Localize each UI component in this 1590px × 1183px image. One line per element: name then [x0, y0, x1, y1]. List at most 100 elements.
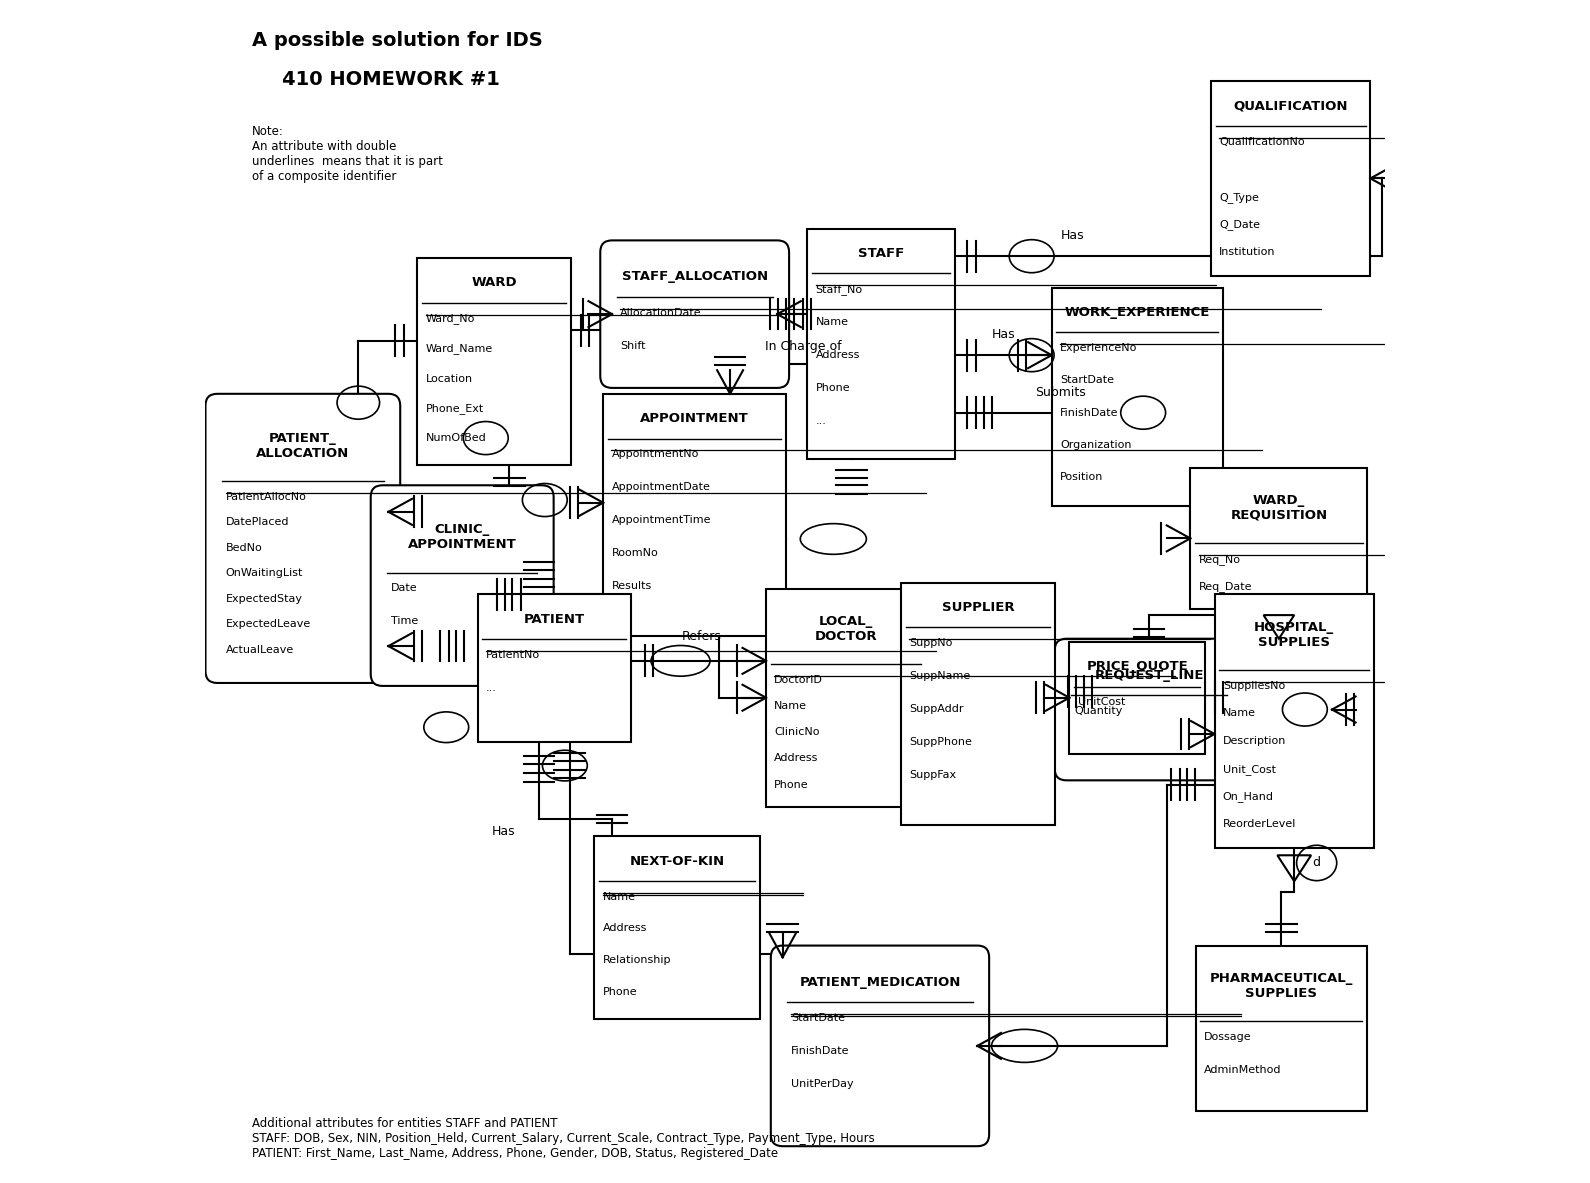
Bar — [1191, 467, 1367, 609]
Bar — [477, 594, 631, 742]
FancyBboxPatch shape — [205, 394, 401, 683]
Text: Organization: Organization — [1061, 440, 1132, 450]
Text: SuppliesNo: SuppliesNo — [1223, 680, 1285, 691]
Text: On_Hand: On_Hand — [1223, 791, 1274, 802]
Bar — [1070, 641, 1205, 754]
Text: Name: Name — [816, 317, 849, 327]
Text: PatientNo: PatientNo — [487, 649, 541, 660]
Text: PatientAllocNo: PatientAllocNo — [226, 492, 307, 502]
Text: ...: ... — [816, 416, 827, 426]
Text: AppointmentNo: AppointmentNo — [612, 450, 700, 459]
Text: PATIENT: PATIENT — [523, 613, 585, 626]
Text: CLINIC_
APPOINTMENT: CLINIC_ APPOINTMENT — [407, 523, 517, 551]
Text: QualificationNo: QualificationNo — [1220, 136, 1305, 147]
Text: Staff_No: Staff_No — [816, 284, 863, 295]
Text: ExpectedStay: ExpectedStay — [226, 594, 302, 603]
Text: ...: ... — [487, 683, 496, 693]
Text: Additional attributes for entities STAFF and PATIENT
STAFF: DOB, Sex, NIN, Posit: Additional attributes for entities STAFF… — [253, 1117, 874, 1159]
Text: AppointmentDate: AppointmentDate — [612, 483, 711, 492]
Text: UnitCost: UnitCost — [1078, 697, 1126, 707]
Text: Date: Date — [391, 583, 418, 593]
Text: APPOINTMENT: APPOINTMENT — [641, 412, 749, 425]
Text: WORK_EXPERIENCE: WORK_EXPERIENCE — [1065, 306, 1210, 319]
Text: SuppAddr: SuppAddr — [909, 704, 964, 715]
Text: Results: Results — [612, 582, 652, 592]
Text: RoomNo: RoomNo — [612, 549, 658, 558]
Text: SuppPhone: SuppPhone — [909, 737, 973, 748]
Text: NEXT-OF-KIN: NEXT-OF-KIN — [630, 854, 725, 867]
Text: Has: Has — [1061, 230, 1084, 243]
Text: Req_Date: Req_Date — [1199, 581, 1253, 592]
Text: DatePlaced: DatePlaced — [226, 517, 289, 528]
Text: DoctorID: DoctorID — [774, 674, 824, 685]
Text: BedNo: BedNo — [226, 543, 262, 552]
Text: d: d — [1313, 856, 1321, 870]
Text: Address: Address — [774, 754, 819, 763]
Text: Name: Name — [774, 700, 808, 711]
Text: PHARMACEUTICAL_
SUPPLIES: PHARMACEUTICAL_ SUPPLIES — [1210, 971, 1353, 1000]
Text: Req_No: Req_No — [1199, 554, 1240, 564]
Text: ExpectedLeave: ExpectedLeave — [226, 619, 310, 629]
Text: Address: Address — [603, 924, 647, 933]
Text: Quantity: Quantity — [1075, 706, 1123, 716]
Text: 410 HOMEWORK #1: 410 HOMEWORK #1 — [281, 70, 499, 89]
Text: UnitPerDay: UnitPerDay — [790, 1079, 854, 1088]
Text: ReorderLevel: ReorderLevel — [1223, 820, 1296, 829]
Text: STAFF: STAFF — [859, 247, 905, 260]
Text: Address: Address — [816, 350, 860, 360]
Text: WARD: WARD — [471, 277, 517, 290]
Bar — [595, 836, 760, 1020]
Text: REQUEST_LINE: REQUEST_LINE — [1094, 668, 1204, 681]
Text: Phone: Phone — [816, 383, 851, 393]
Text: FinishDate: FinishDate — [1061, 408, 1118, 418]
Text: ActualLeave: ActualLeave — [226, 645, 294, 654]
Bar — [808, 228, 956, 459]
Text: AppointmentTime: AppointmentTime — [612, 516, 711, 525]
Text: Description: Description — [1223, 736, 1286, 746]
Text: FinishDate: FinishDate — [790, 1046, 849, 1056]
Text: Ward_No: Ward_No — [426, 313, 475, 324]
Text: ExperienceNo: ExperienceNo — [1061, 343, 1137, 353]
Text: Relationship: Relationship — [603, 955, 671, 965]
Text: ClinicNo: ClinicNo — [774, 728, 820, 737]
FancyBboxPatch shape — [1054, 639, 1243, 781]
FancyBboxPatch shape — [370, 485, 553, 686]
Text: In Charge of: In Charge of — [765, 340, 843, 353]
Text: WARD_
REQUISITION: WARD_ REQUISITION — [1231, 493, 1328, 522]
Text: Position: Position — [1061, 472, 1103, 483]
Text: Dossage: Dossage — [1204, 1032, 1251, 1042]
Bar — [902, 583, 1054, 825]
Text: StartDate: StartDate — [790, 1013, 844, 1023]
Text: Phone_Ext: Phone_Ext — [426, 403, 483, 414]
Text: Phone: Phone — [774, 780, 809, 789]
Text: Has: Has — [992, 328, 1014, 341]
Bar — [603, 394, 785, 635]
Text: Refers: Refers — [682, 631, 722, 644]
Text: Name: Name — [1223, 709, 1256, 718]
Bar — [766, 589, 925, 807]
Text: OnWaitingList: OnWaitingList — [226, 568, 304, 578]
Text: AllocationDate: AllocationDate — [620, 308, 701, 318]
Text: Location: Location — [426, 374, 472, 383]
Text: Submits: Submits — [1035, 386, 1086, 399]
Text: Time: Time — [391, 616, 418, 626]
Text: Note:
An attribute with double
underlines  means that it is part
of a composite : Note: An attribute with double underline… — [253, 125, 444, 183]
Text: AdminMethod: AdminMethod — [1204, 1065, 1282, 1075]
Text: PATIENT_MEDICATION: PATIENT_MEDICATION — [800, 976, 960, 989]
Text: Institution: Institution — [1220, 247, 1275, 257]
Bar — [1215, 594, 1374, 848]
Bar — [417, 258, 571, 465]
Text: SuppNo: SuppNo — [909, 638, 952, 648]
Text: SUPPLIER: SUPPLIER — [941, 601, 1014, 614]
Text: Q_Type: Q_Type — [1220, 192, 1259, 202]
Text: Has: Has — [491, 825, 515, 838]
Bar — [1196, 945, 1367, 1111]
Text: PRICE_QUOTE: PRICE_QUOTE — [1086, 660, 1188, 673]
Bar — [1212, 82, 1371, 276]
Text: SuppFax: SuppFax — [909, 770, 957, 781]
Text: PATIENT_
ALLOCATION: PATIENT_ ALLOCATION — [256, 432, 350, 460]
Text: Ward_Name: Ward_Name — [426, 343, 493, 355]
Text: Q_Date: Q_Date — [1220, 219, 1261, 231]
Text: HOSPITAL_
SUPPLIES: HOSPITAL_ SUPPLIES — [1255, 621, 1334, 648]
Text: SuppName: SuppName — [909, 671, 971, 681]
